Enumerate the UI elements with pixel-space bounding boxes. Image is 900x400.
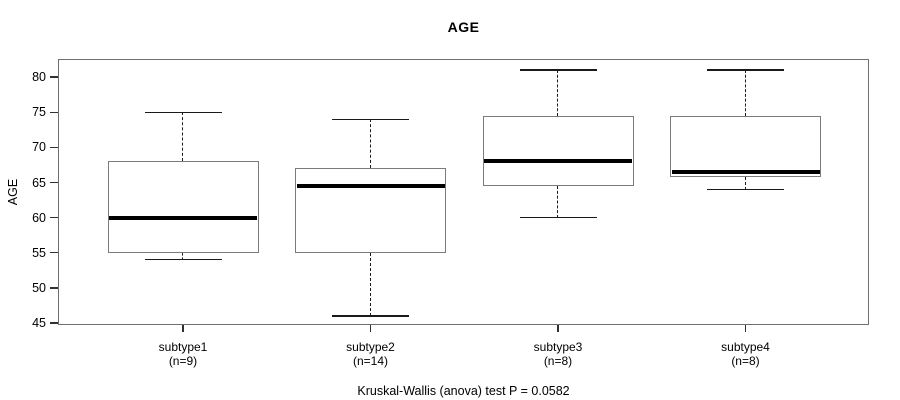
x-axis-tick [369, 325, 372, 332]
y-axis-tick-label: 60 [32, 210, 46, 225]
y-axis-tick-label: 50 [32, 280, 46, 295]
chart-title: AGE [447, 19, 480, 35]
plot-area: 45 50 55 60 65 70 75 80 subtype1 (n=9) subtype2 (n=… [32, 59, 869, 368]
y-axis-tick [50, 146, 58, 149]
y-axis-tick-label: 55 [32, 245, 46, 260]
lower-whisker [369, 252, 371, 316]
y-axis-tick [50, 251, 58, 254]
median-line-subtype4 [671, 169, 820, 174]
upper-whisker [182, 112, 184, 162]
y-axis-tick [50, 111, 58, 114]
iqr-box-subtype1 [107, 161, 259, 253]
upper-whisker [744, 70, 746, 116]
category-name: subtype1 [158, 340, 208, 354]
y-axis-tick-label: 80 [32, 70, 46, 85]
category-count: (n=8) [731, 354, 760, 368]
category-count: (n=14) [352, 354, 389, 368]
category-count: (n=8) [543, 354, 573, 368]
lower-whisker [744, 177, 746, 190]
median-line-subtype1 [109, 215, 257, 220]
category-count: (n=9) [168, 354, 198, 368]
lower-whisker [182, 252, 184, 260]
x-category-label: subtype4 (n=8) [676, 340, 816, 368]
upper-whisker-cap [332, 118, 409, 121]
category-name: subtype4 [721, 340, 770, 354]
category-name: subtype2 [346, 340, 395, 354]
lower-whisker [557, 186, 559, 218]
upper-whisker-cap [707, 69, 784, 71]
upper-whisker [557, 70, 559, 116]
x-axis-tick [744, 325, 747, 332]
y-axis-tick [50, 76, 58, 78]
y-axis-tick-label: 75 [32, 105, 46, 120]
stat-test-caption: Kruskal-Wallis (anova) test P = 0.0582 [357, 384, 570, 398]
x-axis-tick [182, 325, 184, 332]
iqr-box-subtype3 [482, 115, 634, 187]
upper-whisker-cap [144, 111, 222, 114]
lower-whisker-cap [332, 315, 409, 317]
upper-whisker [369, 119, 371, 169]
x-category-label: subtype3 (n=8) [488, 340, 628, 368]
y-axis-tick-label: 70 [32, 140, 46, 155]
y-axis-tick [50, 216, 58, 219]
upper-whisker-cap [519, 69, 597, 71]
y-axis-tick-label: 65 [32, 175, 46, 190]
lower-whisker-cap [144, 258, 222, 261]
category-name: subtype3 [533, 340, 583, 354]
y-axis-tick [50, 322, 58, 324]
plot-frame [58, 59, 869, 325]
median-line-subtype2 [296, 184, 445, 189]
iqr-box-subtype2 [295, 168, 446, 253]
x-category-label: subtype1 (n=9) [113, 340, 253, 368]
lower-whisker-cap [519, 216, 597, 219]
x-axis-tick [557, 325, 559, 332]
y-axis-tick [50, 287, 58, 289]
x-category-label: subtype2 (n=14) [301, 340, 441, 368]
y-axis-tick-label: 45 [32, 315, 46, 330]
median-line-subtype3 [484, 159, 632, 164]
iqr-box-subtype4 [670, 115, 821, 178]
lower-whisker-cap [707, 188, 784, 191]
y-axis-tick [50, 181, 58, 184]
